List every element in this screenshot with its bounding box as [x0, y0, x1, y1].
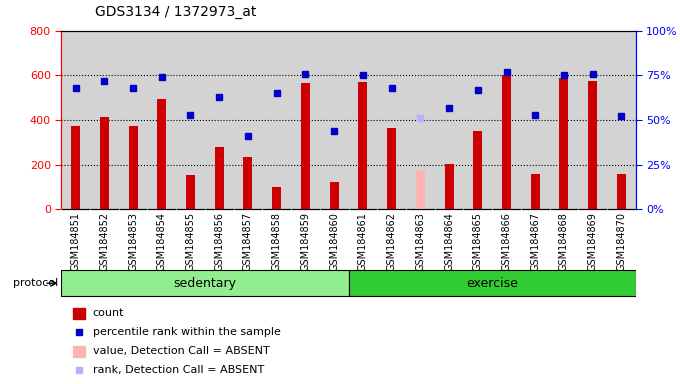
Bar — [560, 78, 568, 209]
Bar — [617, 174, 626, 209]
Bar — [406, 31, 435, 209]
Bar — [301, 83, 310, 209]
Text: GSM184866: GSM184866 — [502, 212, 511, 271]
Bar — [129, 126, 137, 209]
Bar — [463, 31, 492, 209]
Bar — [61, 31, 90, 209]
Text: GSM184862: GSM184862 — [387, 212, 396, 271]
Bar — [549, 31, 578, 209]
Text: GSM184851: GSM184851 — [71, 212, 80, 271]
Bar — [118, 31, 148, 209]
Bar — [473, 131, 482, 209]
Bar — [71, 126, 80, 209]
Bar — [272, 187, 282, 209]
FancyBboxPatch shape — [61, 270, 349, 296]
Bar — [521, 31, 549, 209]
Text: GSM184864: GSM184864 — [444, 212, 454, 271]
Bar — [262, 31, 291, 209]
Text: value, Detection Call = ABSENT: value, Detection Call = ABSENT — [92, 346, 269, 356]
Text: GSM184863: GSM184863 — [415, 212, 425, 271]
Bar — [205, 31, 234, 209]
Text: GSM184865: GSM184865 — [473, 212, 483, 271]
Text: GSM184860: GSM184860 — [329, 212, 339, 271]
Bar — [358, 82, 367, 209]
Bar — [415, 170, 425, 209]
Bar — [445, 164, 454, 209]
Bar — [90, 31, 118, 209]
Text: GSM184854: GSM184854 — [157, 212, 167, 271]
Bar — [148, 31, 176, 209]
Bar — [176, 31, 205, 209]
Text: GSM184868: GSM184868 — [559, 212, 569, 271]
Text: GSM184870: GSM184870 — [617, 212, 626, 271]
Bar — [320, 31, 348, 209]
Bar — [387, 128, 396, 209]
Bar — [502, 75, 511, 209]
Text: protocol: protocol — [12, 278, 58, 288]
Bar — [492, 31, 521, 209]
Bar — [73, 308, 85, 319]
Text: GSM184869: GSM184869 — [588, 212, 598, 271]
Bar — [215, 147, 224, 209]
Text: count: count — [92, 308, 124, 318]
Text: GSM184859: GSM184859 — [301, 212, 310, 271]
Text: percentile rank within the sample: percentile rank within the sample — [92, 327, 281, 337]
Text: exercise: exercise — [466, 277, 518, 290]
Bar — [186, 175, 195, 209]
Text: GSM184858: GSM184858 — [272, 212, 282, 271]
Bar — [377, 31, 406, 209]
Bar — [530, 174, 540, 209]
Text: GDS3134 / 1372973_at: GDS3134 / 1372973_at — [95, 5, 256, 19]
Bar — [234, 31, 262, 209]
Bar — [73, 346, 85, 357]
FancyBboxPatch shape — [349, 270, 636, 296]
Bar — [578, 31, 607, 209]
Bar — [330, 182, 339, 209]
Text: sedentary: sedentary — [173, 277, 237, 290]
Bar — [435, 31, 463, 209]
Text: GSM184867: GSM184867 — [530, 212, 540, 271]
Text: GSM184856: GSM184856 — [214, 212, 224, 271]
Bar — [607, 31, 636, 209]
Bar — [243, 157, 252, 209]
Text: GSM184852: GSM184852 — [99, 212, 109, 271]
Bar — [291, 31, 320, 209]
Bar — [348, 31, 377, 209]
Bar — [100, 117, 109, 209]
Bar — [588, 81, 597, 209]
Text: GSM184853: GSM184853 — [128, 212, 138, 271]
Text: GSM184857: GSM184857 — [243, 212, 253, 271]
Bar — [157, 99, 167, 209]
Text: GSM184861: GSM184861 — [358, 212, 368, 271]
Text: rank, Detection Call = ABSENT: rank, Detection Call = ABSENT — [92, 365, 264, 375]
Text: GSM184855: GSM184855 — [186, 212, 195, 271]
